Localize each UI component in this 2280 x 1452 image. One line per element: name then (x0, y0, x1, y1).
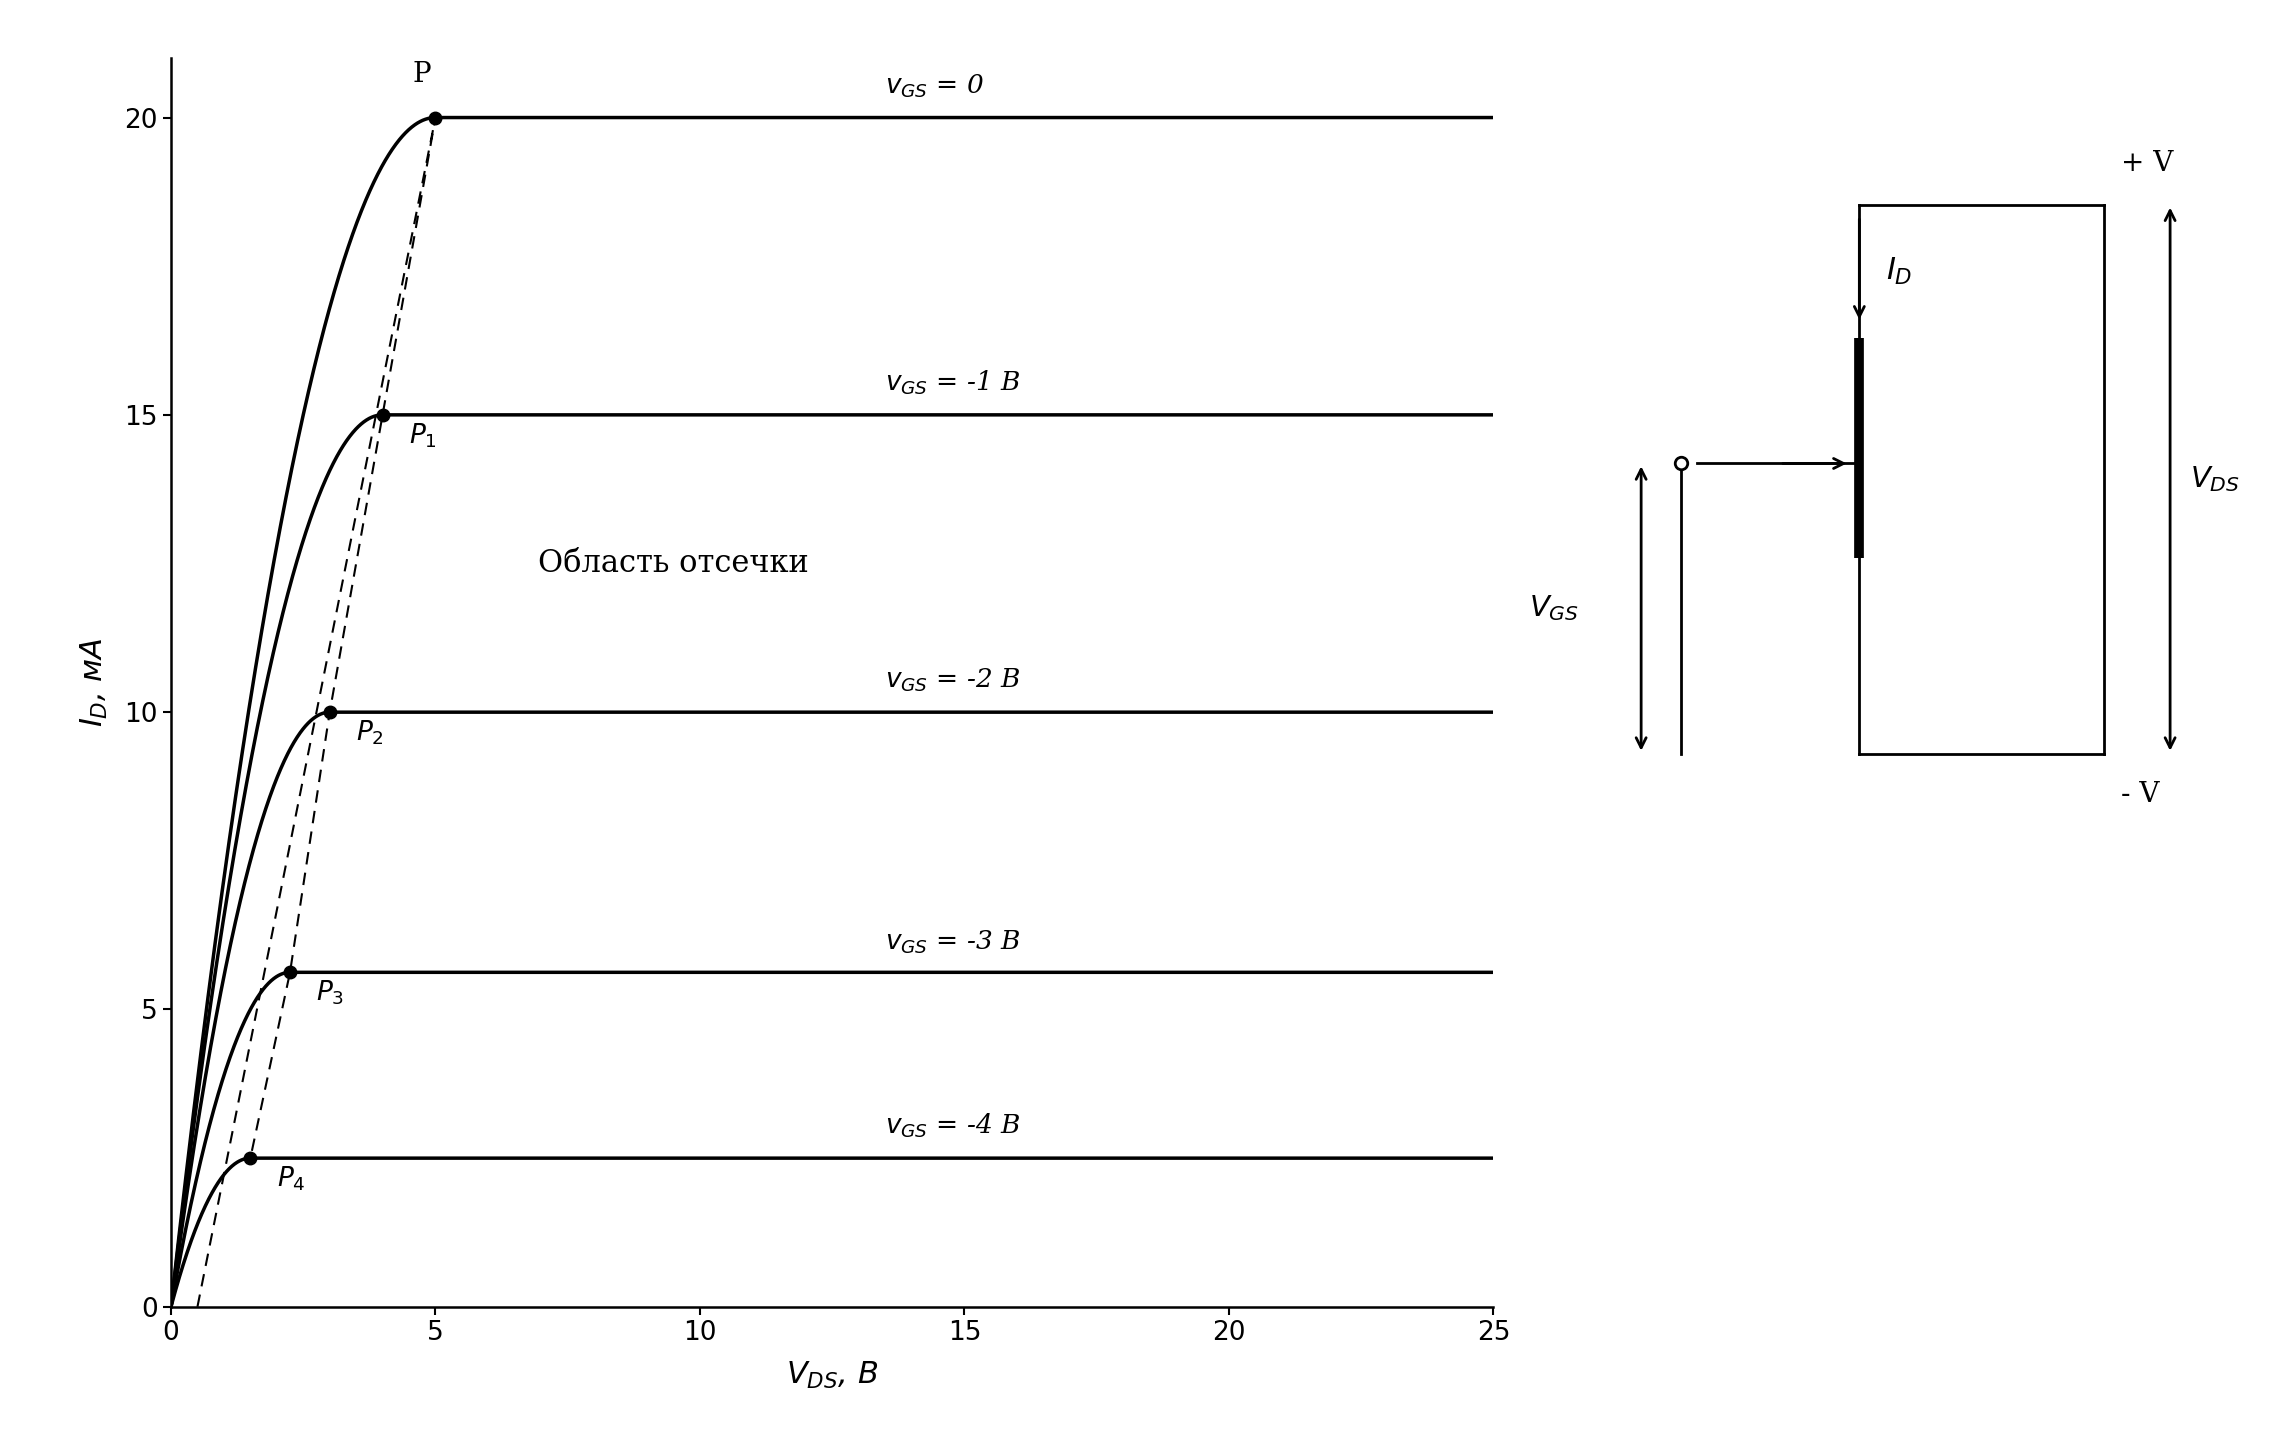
Text: $v_{GS}$ = -3 В: $v_{GS}$ = -3 В (885, 928, 1021, 955)
Text: $P_3$: $P_3$ (317, 979, 344, 1008)
Text: + V: + V (2120, 151, 2173, 177)
Text: $v_{GS}$ = -2 В: $v_{GS}$ = -2 В (885, 666, 1021, 694)
Text: $v_{GS}$ = 0: $v_{GS}$ = 0 (885, 73, 985, 100)
Y-axis label: $I_D$, мА: $I_D$, мА (80, 637, 109, 727)
Text: Область отсечки: Область отсечки (538, 547, 809, 579)
Text: $v_{GS}$ = -4 В: $v_{GS}$ = -4 В (885, 1112, 1021, 1140)
Text: $I_D$: $I_D$ (1886, 256, 1913, 287)
Text: $P_4$: $P_4$ (276, 1165, 306, 1194)
Text: P: P (413, 61, 431, 87)
X-axis label: $V_{DS}$, В: $V_{DS}$, В (787, 1361, 878, 1391)
Text: $v_{GS}$ = -1 В: $v_{GS}$ = -1 В (885, 369, 1021, 396)
Text: $V_{GS}$: $V_{GS}$ (1530, 594, 1578, 623)
Text: $P_2$: $P_2$ (356, 719, 383, 748)
Text: $V_{DS}$: $V_{DS}$ (2189, 465, 2239, 494)
Text: - V: - V (2120, 781, 2159, 807)
Text: $P_1$: $P_1$ (408, 421, 438, 450)
